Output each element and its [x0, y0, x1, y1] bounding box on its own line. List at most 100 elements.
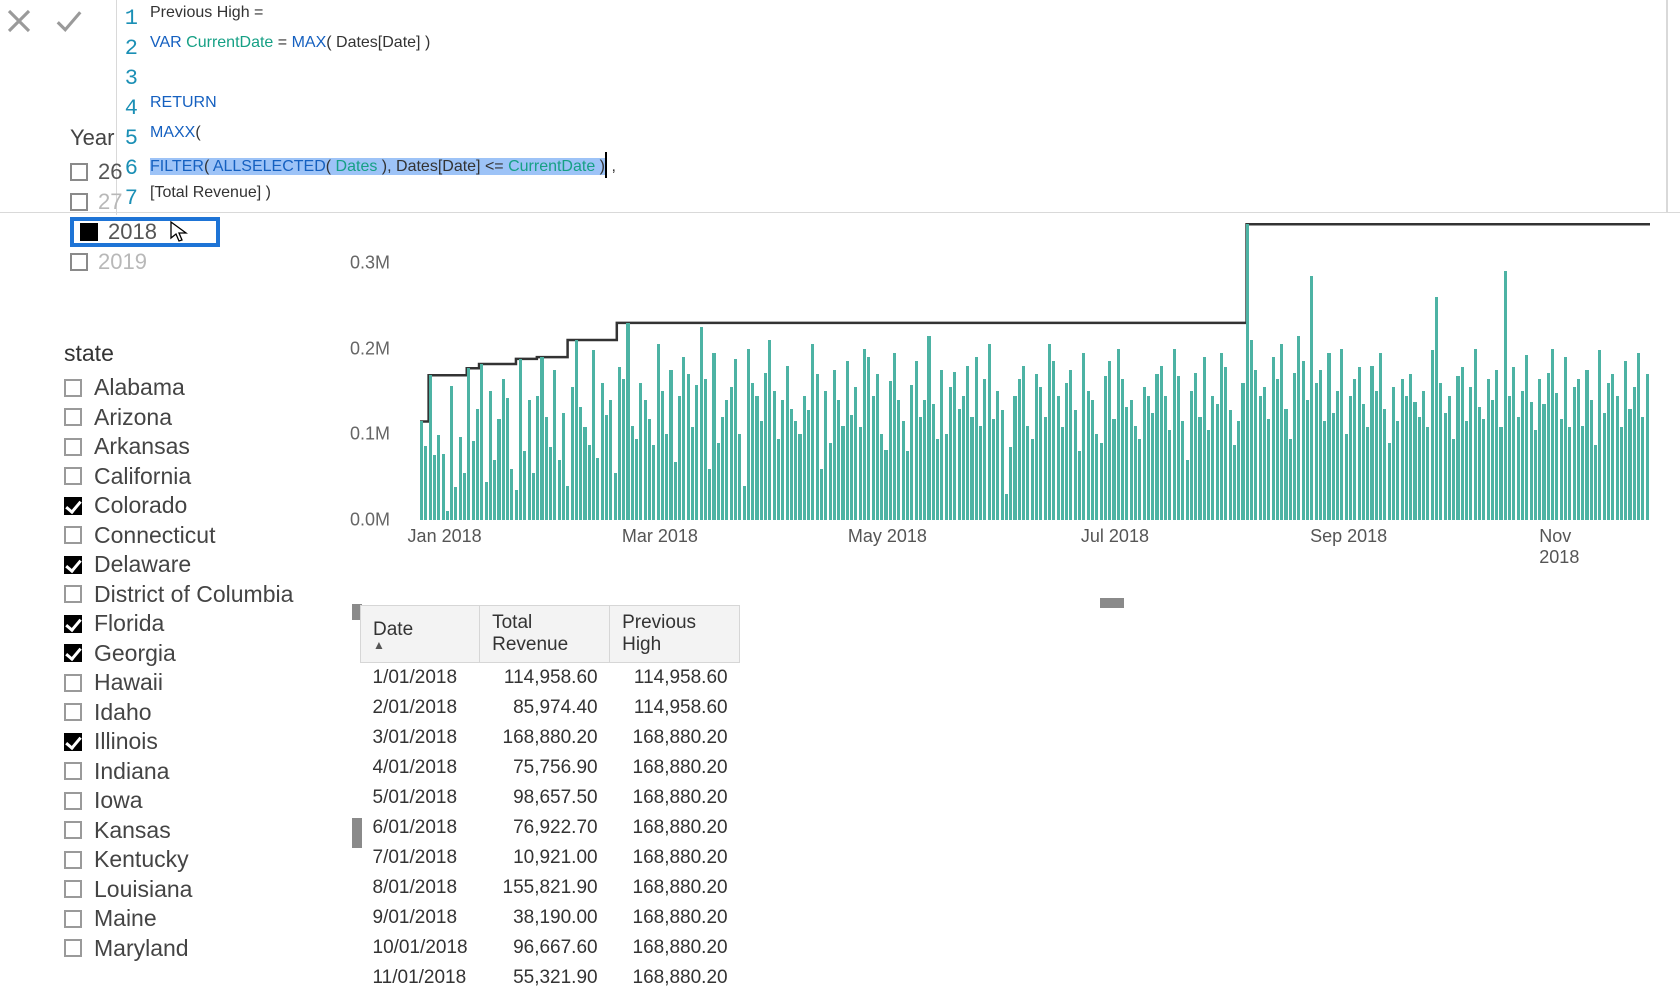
horizontal-scroll-thumb[interactable] — [1100, 598, 1124, 608]
checkbox-icon[interactable] — [64, 497, 82, 515]
chart-bar — [1061, 427, 1064, 520]
table-row[interactable]: 4/01/201875,756.90168,880.20 — [361, 753, 740, 783]
table-row[interactable]: 5/01/201898,657.50168,880.20 — [361, 783, 740, 813]
chart-bar — [940, 370, 943, 520]
chart-bar — [1401, 379, 1404, 520]
chart-bar — [437, 435, 440, 520]
chart-bar — [1241, 383, 1244, 520]
chart-bar — [833, 370, 836, 520]
table-row[interactable]: 11/01/201855,321.90168,880.20 — [361, 963, 740, 993]
state-item-illinois[interactable]: Illinois — [64, 727, 304, 757]
table-header-date[interactable]: Date▲ — [361, 606, 480, 663]
state-item-colorado[interactable]: Colorado — [64, 491, 304, 521]
chart-bar — [1121, 379, 1124, 520]
table-row[interactable]: 10/01/201896,667.60168,880.20 — [361, 933, 740, 963]
chart-bar — [644, 400, 647, 520]
checkbox-icon[interactable] — [64, 821, 82, 839]
state-item-florida[interactable]: Florida — [64, 609, 304, 639]
chart-bar — [1310, 276, 1313, 520]
chart-bar — [1585, 370, 1588, 520]
state-item-alabama[interactable]: Alabama — [64, 373, 304, 403]
chart-bar — [1418, 417, 1421, 520]
table-row[interactable]: 3/01/2018168,880.20168,880.20 — [361, 723, 740, 753]
commit-formula-button[interactable] — [54, 6, 84, 41]
state-item-district-of-columbia[interactable]: District of Columbia — [64, 580, 304, 610]
checkbox-icon[interactable] — [64, 408, 82, 426]
table-row[interactable]: 1/01/2018114,958.60114,958.60 — [361, 663, 740, 694]
state-item-kentucky[interactable]: Kentucky — [64, 845, 304, 875]
chart-bar — [1095, 434, 1098, 520]
checkbox-icon[interactable] — [64, 910, 82, 928]
chart-bar — [1456, 376, 1459, 520]
table-header-previous-high[interactable]: Previous High — [610, 606, 740, 663]
checkbox-icon[interactable] — [64, 438, 82, 456]
state-item-connecticut[interactable]: Connecticut — [64, 521, 304, 551]
state-item-georgia[interactable]: Georgia — [64, 639, 304, 669]
state-item-louisiana[interactable]: Louisiana — [64, 875, 304, 905]
state-item-delaware[interactable]: Delaware — [64, 550, 304, 580]
chart-bar — [1336, 391, 1339, 520]
chart-bar — [923, 400, 926, 520]
state-item-iowa[interactable]: Iowa — [64, 786, 304, 816]
checkbox-icon[interactable] — [64, 762, 82, 780]
checkbox-icon[interactable] — [64, 585, 82, 603]
chart-bar — [1147, 396, 1150, 520]
cancel-formula-button[interactable] — [4, 6, 34, 41]
checkbox-icon[interactable] — [64, 733, 82, 751]
checkbox-icon[interactable] — [64, 880, 82, 898]
state-item-kansas[interactable]: Kansas — [64, 816, 304, 846]
chart-bar — [1125, 407, 1128, 520]
checkbox-icon[interactable] — [80, 223, 98, 241]
checkbox-icon[interactable] — [64, 703, 82, 721]
chart-bar — [1512, 367, 1515, 520]
chart-bar — [601, 383, 604, 520]
table-row[interactable]: 7/01/201810,921.00168,880.20 — [361, 843, 740, 873]
checkbox-icon[interactable] — [70, 163, 88, 181]
table-row[interactable]: 8/01/2018155,821.90168,880.20 — [361, 873, 740, 903]
checkbox-icon[interactable] — [70, 193, 88, 211]
chart-bar — [420, 421, 423, 520]
state-item-idaho[interactable]: Idaho — [64, 698, 304, 728]
state-item-maine[interactable]: Maine — [64, 904, 304, 934]
chart-bar — [605, 415, 608, 520]
chart-bar — [579, 407, 582, 520]
state-item-california[interactable]: California — [64, 462, 304, 492]
checkbox-icon[interactable] — [64, 615, 82, 633]
table-cell: 114,958.60 — [610, 693, 740, 723]
chart-bar — [781, 400, 784, 520]
state-item-maryland[interactable]: Maryland — [64, 934, 304, 964]
data-table[interactable]: Date▲Total RevenuePrevious High 1/01/201… — [360, 605, 740, 993]
chart-bar — [773, 391, 776, 520]
chart-bar — [717, 443, 720, 520]
table-header-total-revenue[interactable]: Total Revenue — [480, 606, 610, 663]
chart-bar — [1551, 349, 1554, 520]
year-item-26[interactable]: 26 — [70, 157, 220, 187]
checkbox-icon[interactable] — [64, 379, 82, 397]
checkbox-icon[interactable] — [64, 851, 82, 869]
checkbox-icon[interactable] — [64, 556, 82, 574]
state-item-label: Kansas — [94, 817, 171, 844]
checkbox-icon[interactable] — [64, 467, 82, 485]
table-row[interactable]: 9/01/201838,190.00168,880.20 — [361, 903, 740, 933]
chart-bar — [906, 451, 909, 520]
table-row[interactable]: 6/01/201876,922.70168,880.20 — [361, 813, 740, 843]
state-item-hawaii[interactable]: Hawaii — [64, 668, 304, 698]
table-cell: 168,880.20 — [610, 753, 740, 783]
state-item-indiana[interactable]: Indiana — [64, 757, 304, 787]
checkbox-icon[interactable] — [64, 644, 82, 662]
year-item-2018[interactable]: 2018 — [70, 217, 220, 247]
checkbox-icon[interactable] — [64, 792, 82, 810]
checkbox-icon[interactable] — [64, 526, 82, 544]
chart-bar — [1409, 374, 1412, 520]
table-row[interactable]: 2/01/201885,974.40114,958.60 — [361, 693, 740, 723]
state-item-arizona[interactable]: Arizona — [64, 403, 304, 433]
chart-bar — [682, 357, 685, 520]
checkbox-icon[interactable] — [64, 939, 82, 957]
revenue-chart[interactable]: 0.0M0.1M0.2M0.3M Jan 2018Mar 2018May 201… — [350, 220, 1660, 560]
chart-plot-area — [420, 220, 1650, 520]
year-item-2019[interactable]: 2019 — [70, 247, 220, 277]
checkbox-icon[interactable] — [70, 253, 88, 271]
state-item-arkansas[interactable]: Arkansas — [64, 432, 304, 462]
year-item-27[interactable]: 27 — [70, 187, 220, 217]
checkbox-icon[interactable] — [64, 674, 82, 692]
